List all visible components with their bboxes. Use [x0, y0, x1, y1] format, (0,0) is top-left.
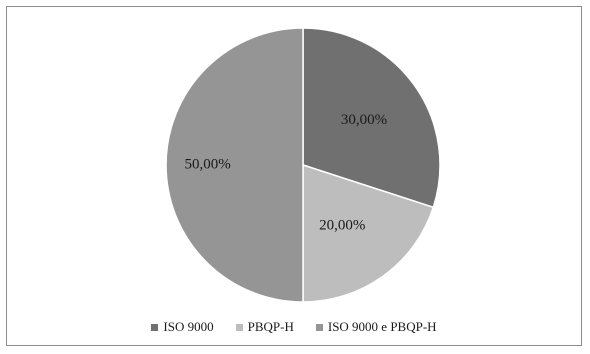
legend-item-pbqp-h: PBQP-H — [235, 319, 294, 335]
legend-swatch-iso-9000 — [151, 323, 159, 331]
data-label-iso-9000: 30,00% — [341, 112, 387, 128]
legend-swatch-iso-9000-e-pbqp-h — [315, 323, 323, 331]
pie-slice-pbqp-h — [302, 163, 435, 303]
legend-label-iso-9000: ISO 9000 — [163, 319, 214, 334]
data-label-pbqp-h: 20,00% — [319, 217, 365, 233]
pie-slice-iso-9000-e-pbqp-h — [165, 27, 304, 303]
legend-item-iso-9000: ISO 9000 — [151, 319, 214, 335]
legend-swatch-pbqp-h — [235, 323, 243, 331]
legend-item-iso-9000-e-pbqp-h: ISO 9000 e PBQP-H — [315, 319, 437, 335]
data-label-iso-9000-e-pbqp-h: 50,00% — [184, 156, 230, 172]
chart-frame: 30,00% 20,00% 50,00% ISO 9000 PBQP-H ISO 9… — [6, 6, 582, 346]
legend-label-iso-9000-e-pbqp-h: ISO 9000 e PBQP-H — [327, 319, 437, 334]
pie-chart: 30,00% 20,00% 50,00% — [165, 27, 441, 303]
pie-slice-iso-9000 — [302, 27, 441, 209]
legend-label-pbqp-h: PBQP-H — [247, 319, 294, 334]
legend: ISO 9000 PBQP-H ISO 9000 e PBQP-H — [7, 319, 581, 335]
